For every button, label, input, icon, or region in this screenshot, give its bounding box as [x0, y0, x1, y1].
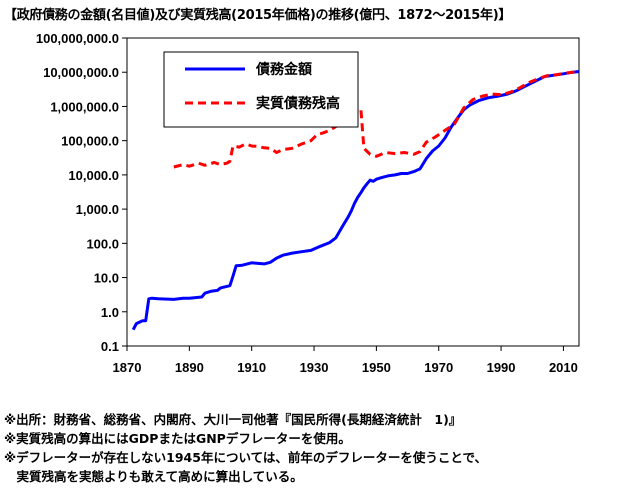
footnote-1945-cont: 実質残高を実態よりも敢えて高めに算出している。 — [4, 469, 303, 484]
footnote-deflator: ※実質残高の算出にはGDPまたはGNPデフレーターを使用。 — [4, 431, 351, 446]
legend: 債務金額 実質債務残高 — [163, 51, 359, 128]
y-tick-label: 0.1 — [101, 339, 119, 354]
legend-label-real-debt: 実質債務残高 — [256, 95, 340, 112]
y-tick-label: 100.0 — [86, 236, 119, 251]
y-tick-label: 1,000,000.0 — [50, 99, 119, 114]
x-tick-label: 1910 — [237, 360, 266, 375]
y-tick-label: 1,000.0 — [76, 202, 119, 217]
y-tick-label: 10,000.0 — [68, 168, 119, 183]
x-tick-label: 1970 — [424, 360, 453, 375]
chart-title: 【政府債務の金額(名目値)及び実質残高(2015年価格)の推移(億円、1872〜… — [4, 8, 512, 23]
y-tick-label: 10,000,000.0 — [43, 65, 119, 80]
x-axis: 1870 1890 1910 1930 1950 1970 1990 2010 — [113, 346, 578, 375]
x-tick-label: 1990 — [487, 360, 516, 375]
legend-label-debt: 債務金額 — [255, 61, 312, 78]
x-tick-label: 1870 — [113, 360, 142, 375]
x-tick-label: 1930 — [300, 360, 329, 375]
x-tick-label: 1950 — [362, 360, 391, 375]
x-tick-label: 1890 — [175, 360, 204, 375]
x-tick-label: 2010 — [549, 360, 578, 375]
footnote-1945: ※デフレーターが存在しない1945年については、前年のデフレーターを使うことで、 — [4, 450, 487, 465]
y-axis: 0.1 1.0 10.0 100.0 1,000.0 10,000.0 100,000.0 1… — [36, 31, 127, 354]
legend-box — [163, 51, 359, 128]
y-tick-label: 100,000.0 — [61, 134, 119, 149]
line-chart: 0.1 1.0 10.0 100.0 1,000.0 10,000.0 100,000.0 1… — [36, 31, 580, 375]
footnotes: ※出所：財務省、総務省、内閣府、大川一司他著『国民所得(長期経済統計 1)』 ※… — [4, 410, 487, 486]
footnote-source: ※出所：財務省、総務省、内閣府、大川一司他著『国民所得(長期経済統計 1)』 — [4, 412, 462, 427]
y-tick-label: 1.0 — [101, 305, 119, 320]
series-line-debt — [131, 70, 580, 331]
y-tick-label: 100,000,000.0 — [36, 31, 119, 46]
y-tick-label: 10.0 — [94, 271, 119, 286]
